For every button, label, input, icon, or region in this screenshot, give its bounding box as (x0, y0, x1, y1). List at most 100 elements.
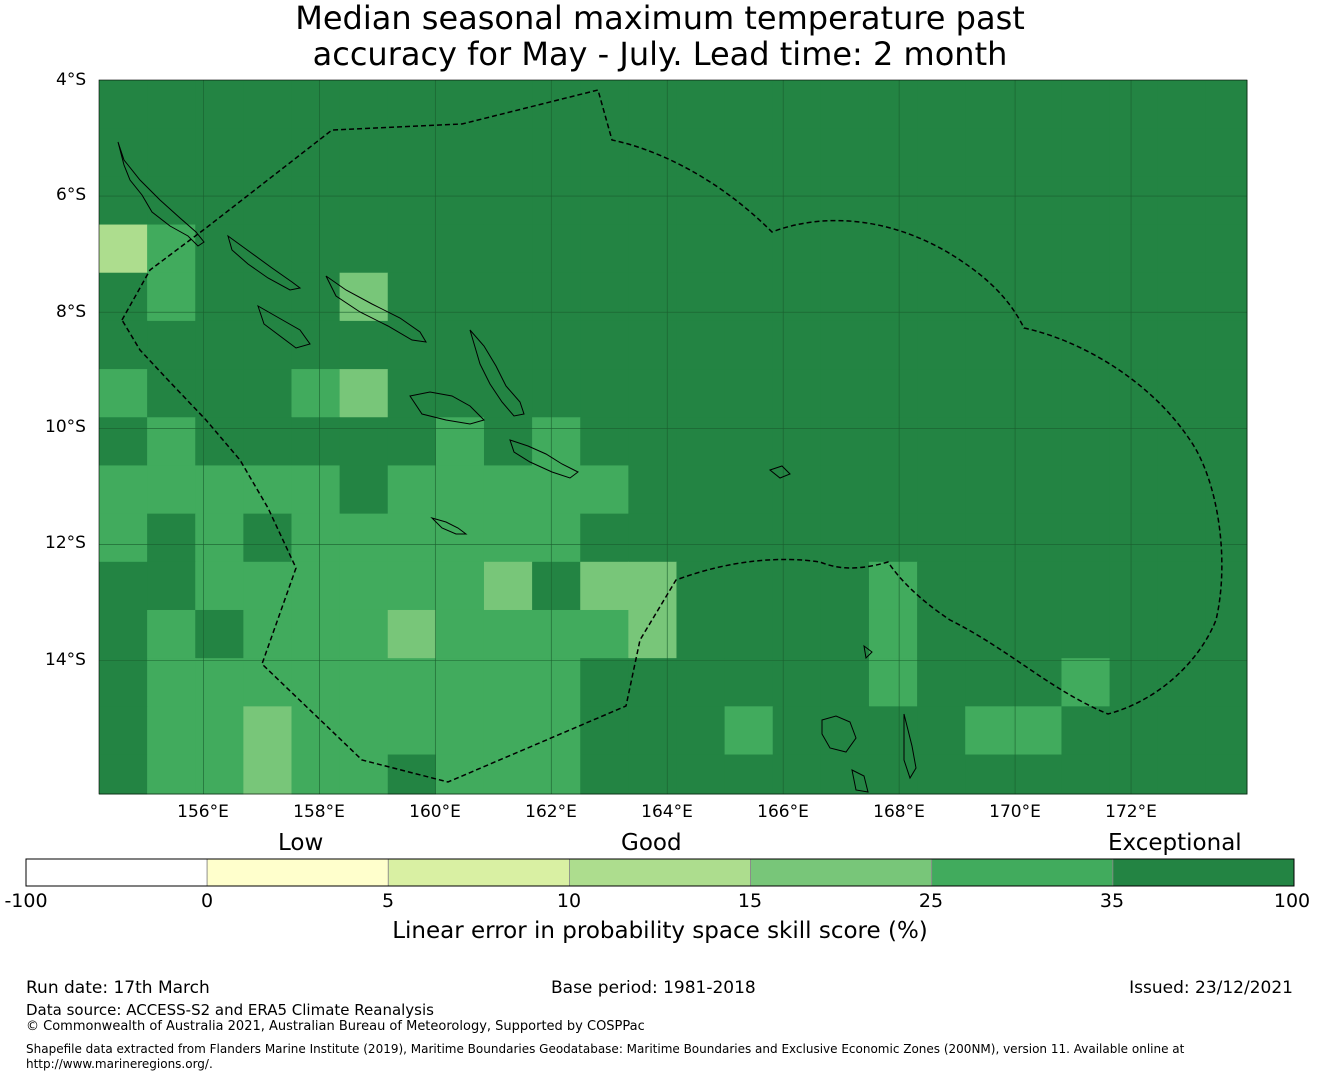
skill-cell (532, 561, 581, 611)
skill-cell (387, 754, 437, 795)
skill-cell (291, 272, 341, 322)
skill-cell (195, 658, 244, 707)
skill-cell (387, 513, 437, 563)
skill-cell (917, 417, 966, 466)
skill-cell (339, 224, 389, 274)
skill-cell (1109, 128, 1159, 177)
skill-cell (435, 706, 485, 756)
skill-cell (917, 369, 966, 418)
skill-cell (147, 176, 196, 226)
skill-cell (676, 754, 726, 795)
skill-cell (580, 417, 629, 466)
skill-cell (724, 80, 774, 129)
skill-cell (291, 658, 341, 707)
skill-cell (676, 465, 726, 515)
skill-cell (580, 272, 629, 322)
skill-cell (1061, 706, 1111, 756)
skill-cell (339, 320, 389, 370)
skill-cell (387, 176, 437, 226)
skill-cell (965, 658, 1014, 707)
skill-cell (580, 224, 629, 274)
skill-cell (1157, 658, 1207, 707)
skill-cell (291, 513, 341, 563)
skill-cell (1205, 706, 1248, 756)
skill-cell (724, 561, 774, 611)
skill-cell (387, 272, 437, 322)
skill-cell (772, 224, 822, 274)
colorbar-segment (1112, 858, 1295, 887)
skill-cell (868, 417, 918, 466)
skill-cell (868, 561, 918, 611)
skill-cell (965, 80, 1014, 129)
skill-cell (772, 561, 822, 611)
skill-cell (483, 272, 533, 322)
skill-cell (1109, 224, 1159, 274)
skill-cell (772, 658, 822, 707)
skill-cell (532, 465, 581, 515)
skill-cell (532, 128, 581, 177)
lon-label-168e: 168°E (873, 802, 925, 822)
skill-cell (1061, 561, 1111, 611)
skill-cell (147, 561, 196, 611)
skill-cell (628, 561, 677, 611)
skill-cell (676, 513, 726, 563)
skill-cell (339, 417, 389, 466)
colorbar-tick-label: 5 (381, 890, 395, 912)
skill-cell (676, 272, 726, 322)
legend-label-exceptional: Exceptional (1108, 830, 1242, 856)
skill-cell (1109, 658, 1159, 707)
skill-cell (483, 80, 533, 129)
skill-cell (291, 176, 341, 226)
skill-cell (147, 609, 196, 659)
colorbar-tick-label: 10 (556, 890, 582, 912)
skill-cell (628, 658, 677, 707)
skill-cell (339, 706, 389, 756)
skill-cell (917, 609, 966, 659)
skill-cell (532, 754, 581, 795)
skill-cell (965, 561, 1014, 611)
skill-cell (868, 513, 918, 563)
skill-cell (1013, 465, 1062, 515)
skill-cell (580, 706, 629, 756)
skill-cell (772, 417, 822, 466)
skill-cell (532, 224, 581, 274)
skill-cell (1157, 320, 1207, 370)
island-torres (863, 644, 873, 660)
skill-cell (1061, 465, 1111, 515)
skill-cell (917, 272, 966, 322)
skill-cell (339, 513, 389, 563)
skill-cell (532, 706, 581, 756)
skill-grid (99, 80, 1248, 795)
skill-cell (147, 658, 196, 707)
colorbar-segment (206, 858, 389, 887)
skill-cell (1013, 128, 1062, 177)
island-new-georgia (257, 304, 311, 349)
skill-cell (483, 706, 533, 756)
skill-cell (387, 128, 437, 177)
skill-cell (435, 320, 485, 370)
skill-cell (147, 128, 196, 177)
skill-cell (1205, 465, 1248, 515)
colorbar-segment (750, 858, 933, 887)
island-rennell (430, 516, 468, 535)
legend-label-low: Low (278, 830, 324, 856)
skill-cell (580, 80, 629, 129)
skill-cell (676, 224, 726, 274)
skill-cell (339, 465, 389, 515)
skill-cell (1205, 320, 1248, 370)
skill-cell (1013, 561, 1062, 611)
skill-cell (724, 320, 774, 370)
skill-cell (339, 272, 389, 322)
skill-cell (99, 272, 148, 322)
skill-cell (1157, 417, 1207, 466)
skill-cell (724, 369, 774, 418)
lat-label-10s: 10°S (45, 417, 86, 437)
skill-cell (676, 561, 726, 611)
skill-cell (628, 513, 677, 563)
skill-cell (99, 417, 148, 466)
island-malaita (469, 329, 525, 417)
skill-cell (1205, 369, 1248, 418)
skill-cell (868, 658, 918, 707)
skill-cell (435, 561, 485, 611)
skill-cell (435, 609, 485, 659)
